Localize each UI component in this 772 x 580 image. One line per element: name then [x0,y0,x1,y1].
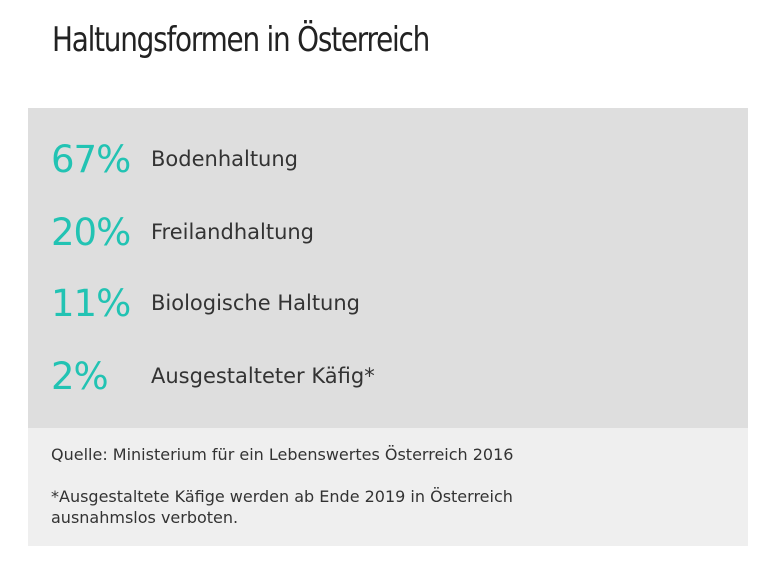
footnote: *Ausgestaltete Käfige werden ab Ende 201… [51,486,571,528]
stat-label: Bodenhaltung [151,147,299,171]
stat-label: Biologische Haltung [151,291,361,315]
source-note: Quelle: Ministerium für ein Lebenswertes… [51,445,514,464]
stat-percentage: 2% [51,354,109,398]
footnote-line: ausnahmslos verboten. [51,508,239,527]
stats-panel: 67% Bodenhaltung 20% Freilandhaltung 11%… [28,108,748,428]
page-title: Haltungsformen in Österreich [52,20,430,60]
stat-row-biologische-haltung: 11% Biologische Haltung [51,278,360,328]
stat-label: Ausgestalteter Käfig* [151,364,375,388]
stat-label: Freilandhaltung [151,220,315,244]
stat-row-freilandhaltung: 20% Freilandhaltung [51,207,314,257]
footer-panel: Quelle: Ministerium für ein Lebenswertes… [28,428,748,546]
stat-row-ausgestalteter-kaefig: 2% Ausgestalteter Käfig* [51,351,375,401]
stat-percentage: 67% [51,137,131,181]
stat-percentage: 20% [51,210,131,254]
stat-percentage: 11% [51,281,131,325]
stat-row-bodenhaltung: 67% Bodenhaltung [51,134,298,184]
footnote-line: *Ausgestaltete Käfige werden ab Ende 201… [51,487,513,506]
